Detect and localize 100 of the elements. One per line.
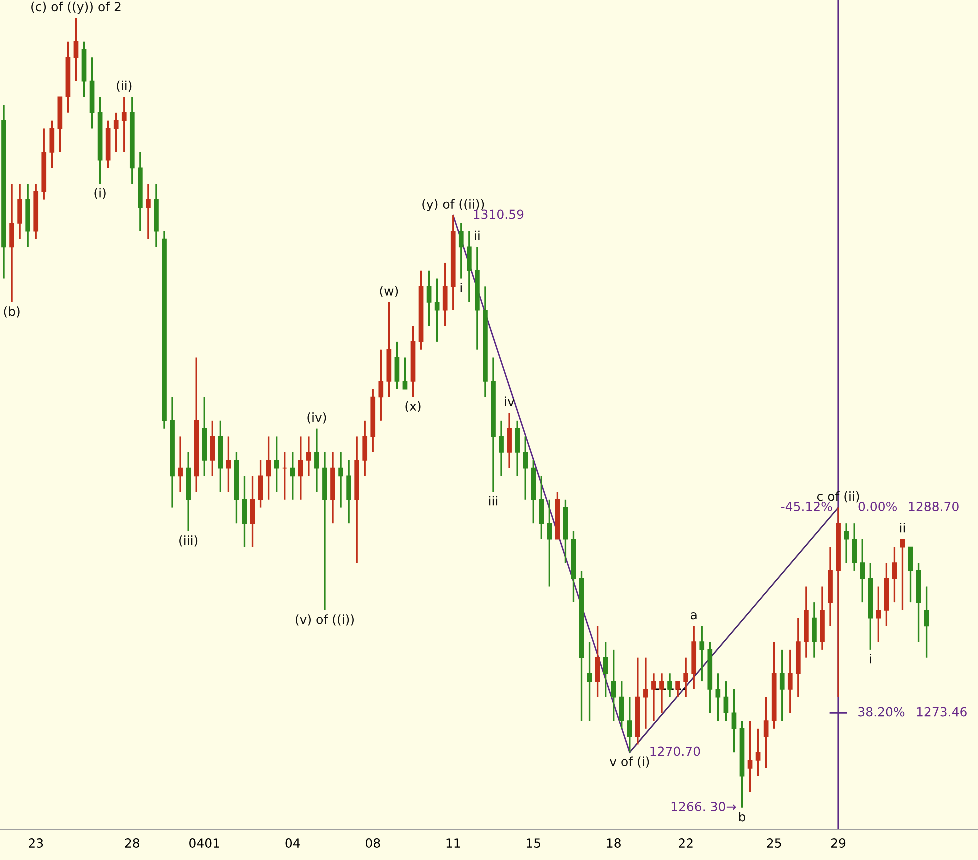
annotation: ii [900, 523, 906, 533]
annotation: (b) [4, 306, 20, 318]
candlestick [314, 428, 320, 493]
candlestick [258, 460, 264, 509]
candlestick [442, 262, 448, 327]
candlestick [466, 230, 472, 304]
candlestick [515, 420, 520, 478]
candlestick [732, 688, 737, 754]
candlestick [210, 420, 216, 478]
candlestick [146, 183, 151, 240]
candlestick [644, 657, 648, 730]
candlestick [780, 649, 785, 722]
candlestick [539, 475, 544, 540]
x-tick-label: 04 [286, 838, 300, 848]
annotation: ii [475, 230, 480, 240]
candlestick [652, 672, 656, 722]
candlestick [660, 672, 664, 714]
x-tick-label: 18 [607, 838, 621, 848]
candlestick [250, 475, 256, 548]
candlestick [668, 672, 672, 698]
candlestick [338, 452, 344, 509]
candlestick [523, 436, 528, 501]
candlestick [812, 602, 817, 659]
candlestick [627, 696, 632, 754]
annotation: (v) of ((i)) [296, 614, 354, 626]
candlestick [595, 625, 600, 698]
annotation: (x) [406, 401, 421, 413]
candlestick [860, 538, 866, 604]
candlestick [242, 475, 248, 548]
candlestick [700, 625, 705, 682]
candlestick [603, 641, 608, 698]
series-label: 38.20% [858, 707, 905, 717]
candlestick [274, 436, 280, 493]
candlestick [507, 412, 512, 470]
annotation: (c) of ((y)) of 2 [32, 2, 121, 14]
annotation: a [691, 612, 697, 620]
x-tick-label: 28 [125, 838, 140, 848]
candlestick [18, 183, 22, 240]
annotation: i [870, 654, 872, 664]
annotation: (w) [380, 286, 398, 298]
candlestick [619, 680, 624, 730]
x-tick-label: 23 [29, 838, 44, 848]
candlestick [378, 349, 384, 422]
annotation: b [739, 812, 746, 822]
candlestick [724, 680, 729, 722]
candlestick [499, 420, 504, 478]
candlestick [676, 680, 680, 698]
annotation: -45.12% [781, 502, 832, 512]
candlestick [852, 522, 858, 572]
candlestick [10, 183, 14, 304]
annotation: iv [505, 396, 515, 406]
annotation: 1266. 30→ [672, 802, 736, 812]
candlestick [74, 17, 79, 82]
candlestick [876, 586, 882, 643]
candlestick [908, 546, 914, 604]
candlestick [114, 112, 119, 154]
annotation: (iii) [180, 536, 198, 547]
candlestick [226, 436, 232, 493]
candlestick [362, 420, 368, 478]
annotation: (iv) [308, 412, 326, 424]
candlestick [50, 120, 55, 170]
candlestick [434, 278, 440, 343]
candlestick [426, 270, 432, 327]
candlestick [900, 538, 906, 612]
candlestick [298, 436, 304, 501]
annotation: (i) [94, 188, 106, 200]
candlestick [611, 649, 616, 722]
candlestick [122, 96, 127, 154]
annotation: 1273.46 [917, 707, 967, 717]
candlestick [924, 586, 930, 659]
x-tick-label: 15 [527, 838, 540, 848]
candlestick [402, 356, 408, 390]
x-tick-label: 08 [366, 838, 380, 848]
annotation: 1270.70 [650, 746, 700, 756]
annotation: 1288.70 [909, 502, 959, 512]
annotation: iii [489, 496, 498, 506]
candlestick [716, 672, 721, 722]
candlestick [346, 460, 352, 524]
x-tick-label: 29 [832, 838, 846, 848]
candlestick [684, 657, 689, 698]
candlestick [764, 696, 769, 770]
candlestick [290, 452, 296, 501]
candlestick [458, 222, 464, 280]
candlestick [266, 436, 272, 501]
x-tick-label: 22 [679, 838, 693, 848]
candlestick [788, 649, 793, 714]
x-tick-label: 11 [446, 838, 460, 848]
candlestick [844, 522, 849, 564]
annotation: i [460, 282, 462, 292]
annotation: 1310.59 [474, 210, 524, 220]
x-tick-label: 25 [767, 838, 782, 848]
candlestick [748, 720, 753, 793]
candlestick [178, 436, 183, 493]
candlestick [892, 546, 898, 604]
candlestick [306, 436, 312, 478]
candlestick [394, 341, 400, 390]
candlestick [756, 728, 761, 778]
candlestick [547, 499, 552, 588]
annotation: (ii) [117, 80, 132, 92]
annotation: v of (i) [610, 756, 650, 768]
